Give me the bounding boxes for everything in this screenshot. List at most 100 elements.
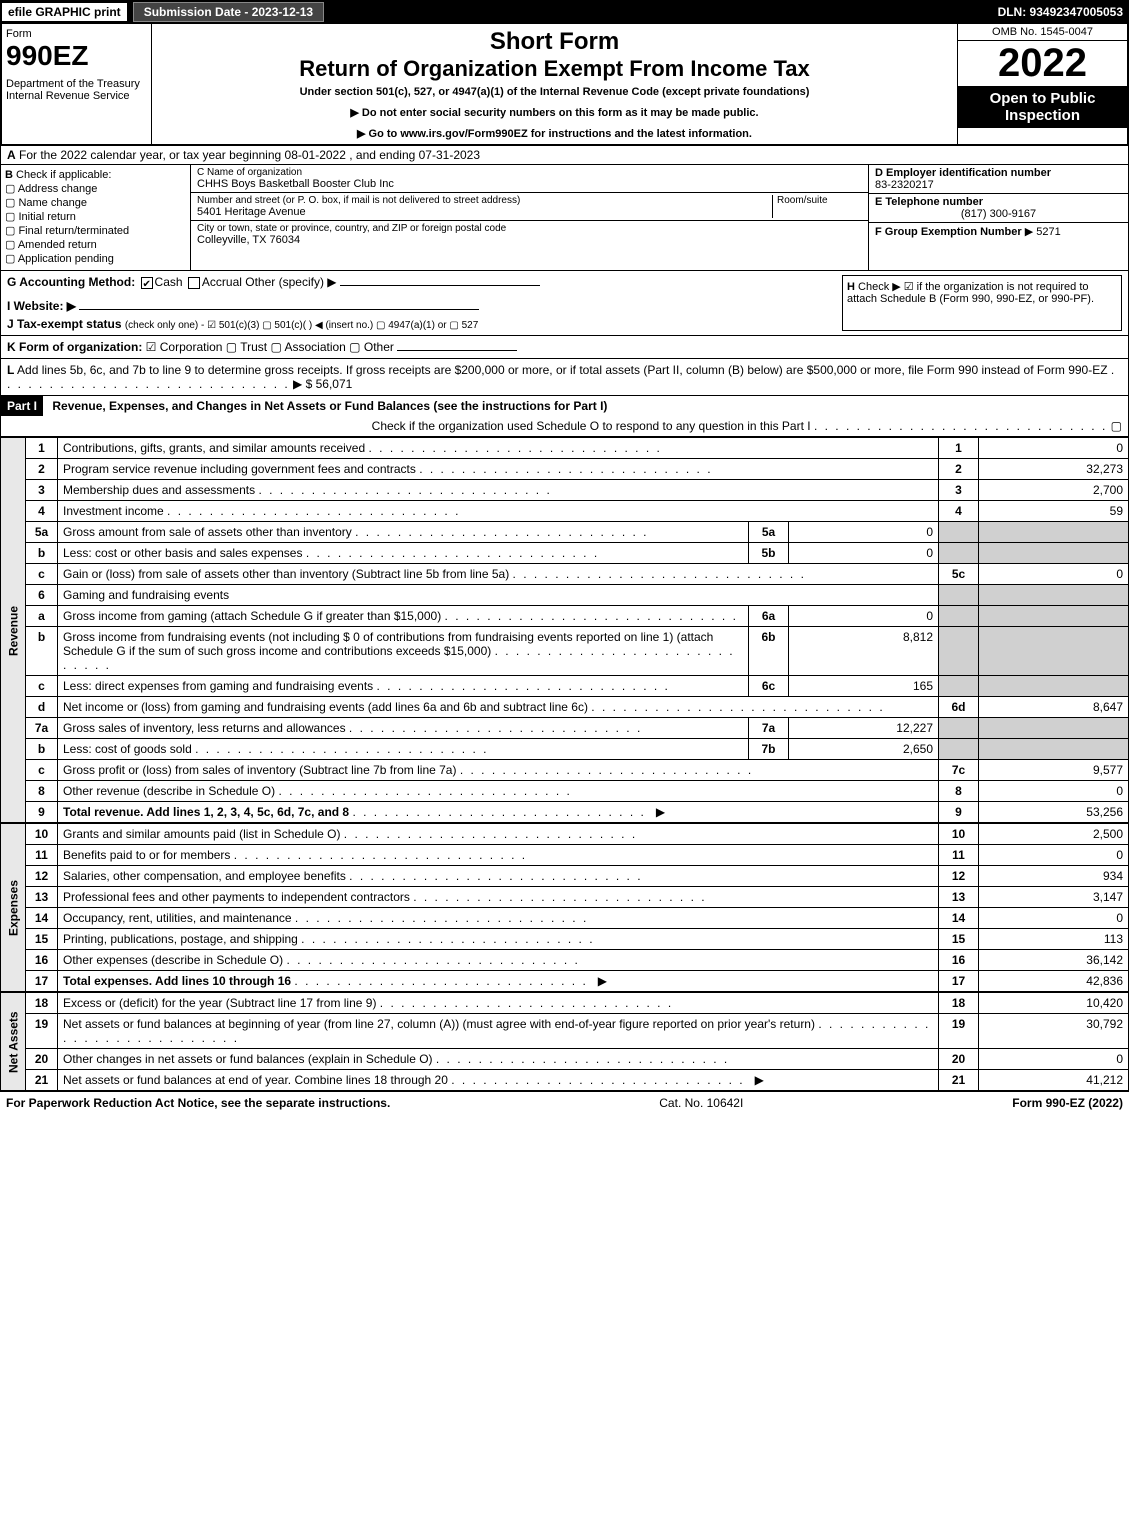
line-number: 10	[26, 824, 58, 845]
chk-name-change[interactable]: Name change	[5, 196, 186, 209]
line-desc: Investment income	[58, 501, 939, 522]
section-label: Revenue	[1, 438, 26, 823]
part-I-check-box[interactable]: ▢	[1111, 419, 1122, 433]
efile-print[interactable]: efile GRAPHIC print	[0, 1, 129, 23]
table-row: 3Membership dues and assessments 32,700	[1, 480, 1129, 501]
amount: 0	[979, 1049, 1129, 1070]
H-text: Check ▶ ☑ if the organization is not req…	[847, 281, 1094, 305]
other-specify-line[interactable]	[340, 285, 540, 286]
amount: 9,577	[979, 760, 1129, 781]
table-row: 14Occupancy, rent, utilities, and mainte…	[1, 908, 1129, 929]
subline-value: 12,227	[789, 718, 939, 739]
table-row: 4Investment income 459	[1, 501, 1129, 522]
subline-value: 8,812	[789, 627, 939, 676]
subline-number: 6b	[749, 627, 789, 676]
line-ref: 9	[939, 802, 979, 823]
chk-final-return[interactable]: Final return/terminated	[5, 224, 186, 237]
line-ref: 17	[939, 971, 979, 992]
amount: 32,273	[979, 459, 1129, 480]
table-row: 20Other changes in net assets or fund ba…	[1, 1049, 1129, 1070]
line-ref: 1	[939, 438, 979, 459]
subline-number: 6a	[749, 606, 789, 627]
A-label: A	[7, 148, 16, 162]
line-ref: 15	[939, 929, 979, 950]
line-number: 6	[26, 585, 58, 606]
note-url[interactable]: ▶ Go to www.irs.gov/Form990EZ for instru…	[156, 127, 953, 140]
department: Department of the Treasury Internal Reve…	[6, 78, 147, 102]
line-ref: 2	[939, 459, 979, 480]
col-B: B Check if applicable: Address change Na…	[1, 165, 191, 270]
line-number: 18	[26, 993, 58, 1014]
L-amount: ▶ $ 56,071	[293, 377, 352, 391]
subline-number: 6c	[749, 676, 789, 697]
return-title: Return of Organization Exempt From Incom…	[156, 56, 953, 82]
chk-accrual[interactable]	[188, 277, 200, 289]
line-desc: Gross sales of inventory, less returns a…	[58, 718, 749, 739]
table-row: bLess: cost of goods sold 7b2,650	[1, 739, 1129, 760]
line-number: 13	[26, 887, 58, 908]
subline-number: 7a	[749, 718, 789, 739]
line-ref: 12	[939, 866, 979, 887]
accrual-label: Accrual	[202, 275, 242, 289]
amount: 36,142	[979, 950, 1129, 971]
table-row: 2Program service revenue including gover…	[1, 459, 1129, 480]
block-GH: G Accounting Method: Cash Accrual Other …	[0, 271, 1129, 336]
chk-cash[interactable]	[141, 277, 153, 289]
chk-address-change[interactable]: Address change	[5, 182, 186, 195]
part-I-header: Part I Revenue, Expenses, and Changes in…	[0, 396, 1129, 437]
block-L: L Add lines 5b, 6c, and 7b to line 9 to …	[0, 359, 1129, 396]
line-desc: Gross income from gaming (attach Schedul…	[58, 606, 749, 627]
line-ref: 7c	[939, 760, 979, 781]
line-ref: 16	[939, 950, 979, 971]
line-number: 2	[26, 459, 58, 480]
K-other-line[interactable]	[397, 350, 517, 351]
line-number: b	[26, 627, 58, 676]
amount: 0	[979, 845, 1129, 866]
table-row: 5aGross amount from sale of assets other…	[1, 522, 1129, 543]
amount-grey	[979, 739, 1129, 760]
table-row: 11Benefits paid to or for members 110	[1, 845, 1129, 866]
line-number: 5a	[26, 522, 58, 543]
line-number: 14	[26, 908, 58, 929]
other-label: Other (specify) ▶	[245, 275, 336, 289]
L-label: L	[7, 363, 14, 377]
subline-value: 0	[789, 606, 939, 627]
line-desc: Professional fees and other payments to …	[58, 887, 939, 908]
footer-right: Form 990-EZ (2022)	[1012, 1096, 1123, 1110]
line-ref: 11	[939, 845, 979, 866]
subline-value: 0	[789, 543, 939, 564]
line-number: a	[26, 606, 58, 627]
line-desc: Other changes in net assets or fund bala…	[58, 1049, 939, 1070]
part-I-check-text: Check if the organization used Schedule …	[372, 419, 811, 433]
group-exemption: ▶ 5271	[1025, 226, 1061, 238]
amount: 2,700	[979, 480, 1129, 501]
line-desc: Program service revenue including govern…	[58, 459, 939, 480]
table-row: 12Salaries, other compensation, and empl…	[1, 866, 1129, 887]
K-text: ☑ Corporation ▢ Trust ▢ Association ▢ Ot…	[146, 340, 394, 354]
form-header: Form 990EZ Department of the Treasury In…	[0, 24, 1129, 146]
line-ref: 4	[939, 501, 979, 522]
line-number: 4	[26, 501, 58, 522]
chk-application-pending[interactable]: Application pending	[5, 252, 186, 265]
table-row: cGross profit or (loss) from sales of in…	[1, 760, 1129, 781]
line-ref: 5c	[939, 564, 979, 585]
table-row: cGain or (loss) from sale of assets othe…	[1, 564, 1129, 585]
info-box: B Check if applicable: Address change Na…	[0, 165, 1129, 271]
cash-label: Cash	[155, 275, 183, 289]
amount: 0	[979, 781, 1129, 802]
line-number: 8	[26, 781, 58, 802]
revenue-table: Revenue1Contributions, gifts, grants, an…	[0, 437, 1129, 823]
chk-initial-return[interactable]: Initial return	[5, 210, 186, 223]
line-desc: Excess or (deficit) for the year (Subtra…	[58, 993, 939, 1014]
expenses-table: Expenses10Grants and similar amounts pai…	[0, 823, 1129, 992]
line-desc: Membership dues and assessments	[58, 480, 939, 501]
amount: 0	[979, 908, 1129, 929]
line-ref-grey	[939, 676, 979, 697]
line-desc: Gaming and fundraising events	[58, 585, 939, 606]
line-desc: Less: cost of goods sold	[58, 739, 749, 760]
amount-grey	[979, 606, 1129, 627]
chk-amended-return[interactable]: Amended return	[5, 238, 186, 251]
website-line[interactable]	[79, 309, 479, 310]
amount: 934	[979, 866, 1129, 887]
open-to-public: Open to Public Inspection	[958, 86, 1127, 128]
